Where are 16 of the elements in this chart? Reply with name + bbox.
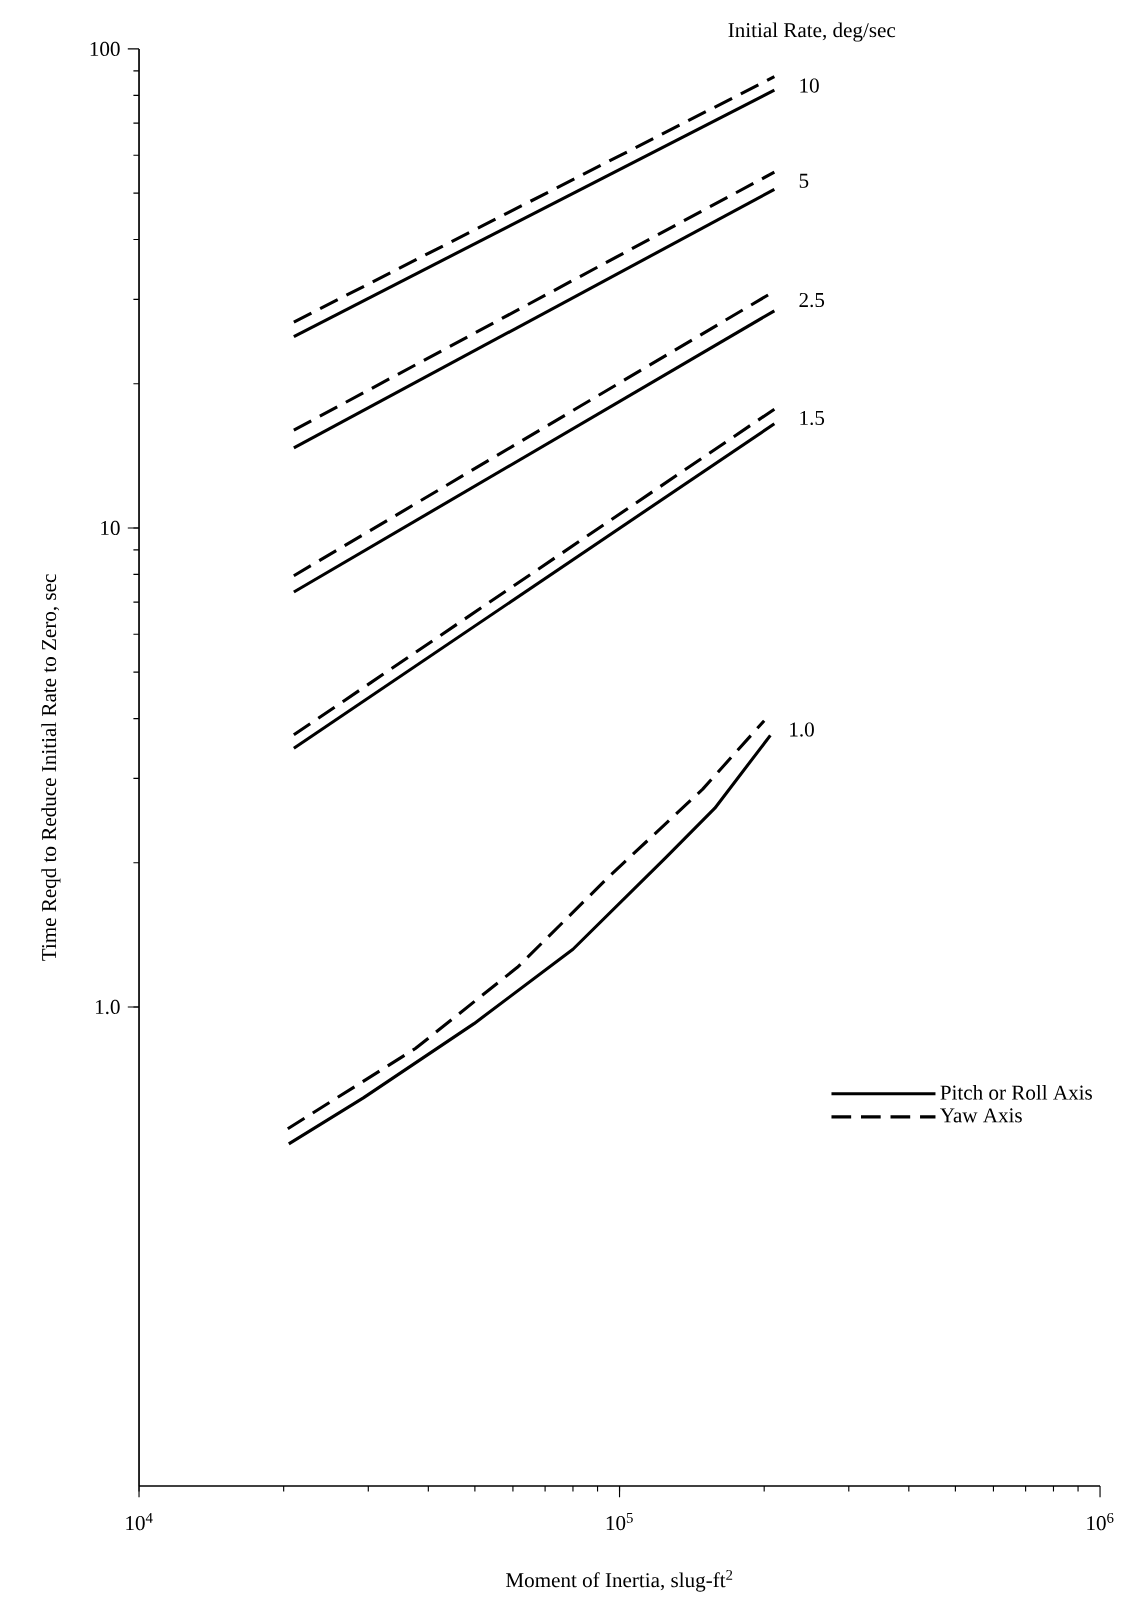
annotation: 2.5 xyxy=(799,292,825,308)
x-tick-label: 10$^{5}$ xyxy=(606,1512,633,1531)
annotation: 1.0 xyxy=(790,722,814,737)
x-tick-label: 10$^{4}$ xyxy=(126,1512,153,1531)
x-axis-title: Moment of Inertia, slug-ft$^{2}$ xyxy=(506,1569,733,1592)
y-tick-label: 1.0 xyxy=(95,999,120,1015)
annotation: 10 xyxy=(800,78,819,93)
annotation: 5 xyxy=(799,173,809,188)
x-tick-label: 10$^{6}$ xyxy=(1087,1512,1114,1531)
y-tick-label: 100 xyxy=(90,41,120,57)
legend-label: Yaw Axis xyxy=(940,1108,1022,1123)
legend-label: Pitch or Roll Axis xyxy=(940,1084,1092,1100)
annotation: 1.5 xyxy=(800,410,825,426)
text: Initial Rate, deg/sec xyxy=(728,22,896,42)
y-tick-label: 10 xyxy=(101,520,120,536)
y-axis-title: Time Reqd to Reduce Initial Rate to Zero, sec xyxy=(41,574,61,961)
